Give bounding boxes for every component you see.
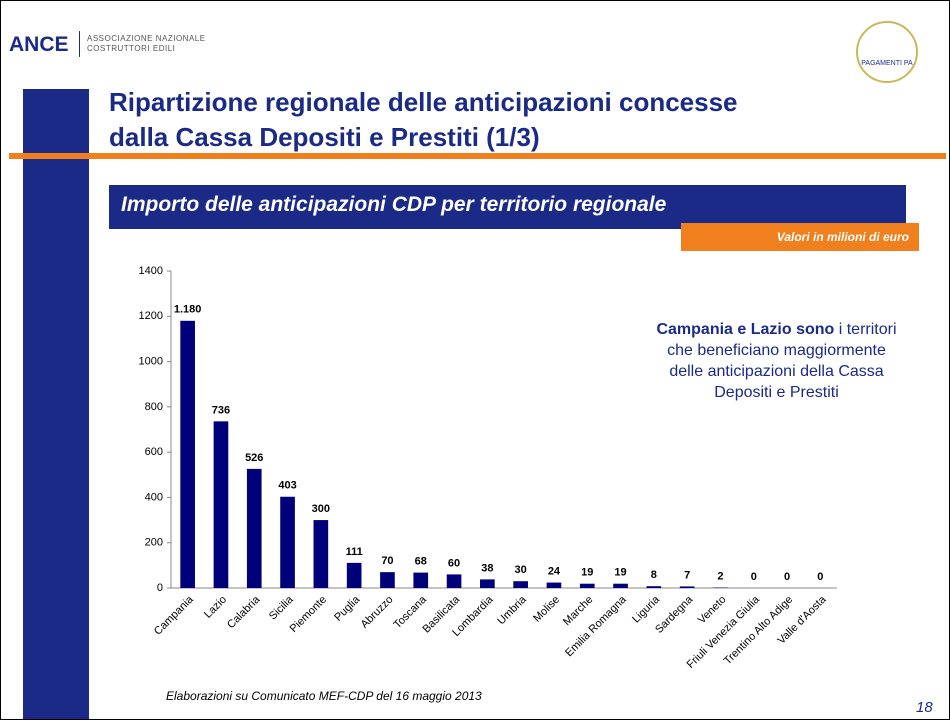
source: Elaborazioni su Comunicato MEF-CDP del 1…: [166, 689, 482, 703]
bar: [313, 520, 329, 588]
value-label: 0: [751, 571, 757, 583]
value-label: 0: [784, 571, 790, 583]
bar: [180, 320, 195, 588]
x-tick-label: Molise: [531, 594, 562, 625]
value-label: 19: [614, 567, 626, 579]
badge: PAGAMENTI PA: [856, 21, 918, 83]
banner: Importo delle anticipazioni CDP per terr…: [109, 185, 906, 229]
x-tick-label: Emilia Romagna: [563, 593, 629, 659]
x-tick-label: Campania: [152, 593, 197, 638]
bar: [679, 586, 695, 588]
y-tick-label: 200: [145, 537, 163, 549]
value-label: 300: [312, 503, 330, 515]
bar: [280, 496, 295, 588]
value-label: 70: [381, 555, 393, 567]
title-line: Ripartizione regionale delle anticipazio…: [109, 87, 738, 117]
value-label: 736: [212, 404, 230, 416]
title: Ripartizione regionale delle anticipazio…: [109, 85, 738, 155]
x-tick-label: Sicilia: [267, 593, 296, 622]
value-label: 2: [717, 570, 723, 582]
unit-note: Valori in milioni di euro: [681, 223, 919, 251]
x-tick-label: Piemonte: [288, 594, 329, 635]
note-bold: Campania e Lazio sono: [656, 321, 835, 338]
title-line: dalla Cassa Depositi e Prestiti (1/3): [109, 122, 540, 152]
y-tick-label: 600: [145, 446, 163, 458]
x-tick-label: Umbria: [495, 593, 529, 627]
value-label: 60: [448, 557, 460, 569]
bar: [513, 581, 528, 588]
value-label: 0: [817, 571, 823, 583]
y-tick-label: 1000: [139, 355, 163, 367]
value-label: 8: [651, 569, 657, 581]
x-tick-label: Veneto: [696, 594, 729, 627]
note: Campania e Lazio sono i territori che be…: [649, 319, 904, 403]
association-line: ASSOCIAZIONE NAZIONALE: [87, 34, 206, 43]
x-tick-label: Lazio: [202, 594, 229, 621]
y-tick-label: 400: [145, 491, 163, 503]
y-tick-label: 1400: [139, 265, 163, 277]
value-label: 38: [481, 562, 493, 574]
page-number: 18: [916, 699, 933, 716]
association-line: COSTRUTTORI EDILI: [87, 44, 176, 53]
y-tick-label: 800: [145, 401, 163, 413]
bar: [613, 583, 628, 588]
logo-divider: [79, 31, 80, 57]
value-label: 24: [548, 565, 561, 577]
value-label: 1.180: [174, 304, 202, 316]
x-tick-label: Sardegna: [653, 593, 696, 636]
bar: [480, 579, 495, 588]
bar: [413, 572, 429, 588]
bar: [646, 586, 662, 588]
value-label: 30: [515, 564, 527, 576]
logo: ANCE: [9, 33, 69, 56]
bar: [213, 421, 229, 588]
value-label: 68: [415, 556, 427, 568]
bar: [380, 572, 395, 588]
association: ASSOCIAZIONE NAZIONALE COSTRUTTORI EDILI: [87, 34, 206, 54]
value-label: 403: [278, 480, 296, 492]
title-rule: [9, 153, 946, 159]
bar: [579, 583, 595, 588]
side-bar: [23, 89, 89, 719]
y-tick-label: 0: [157, 582, 163, 594]
value-label: 111: [346, 546, 363, 558]
y-tick-label: 1200: [139, 310, 163, 322]
note-text: i territori che beneficiano maggiormente…: [667, 321, 897, 401]
value-label: 19: [581, 567, 593, 579]
x-tick-label: Liguria: [630, 593, 662, 625]
x-tick-label: Puglia: [332, 593, 363, 624]
bar: [546, 582, 562, 588]
value-label: 526: [245, 452, 263, 464]
bar: [346, 562, 362, 588]
x-tick-label: Abruzzo: [359, 594, 396, 631]
x-tick-label: Calabria: [225, 593, 263, 631]
bar: [246, 468, 262, 588]
value-label: 7: [684, 569, 690, 581]
bar: [446, 574, 462, 588]
